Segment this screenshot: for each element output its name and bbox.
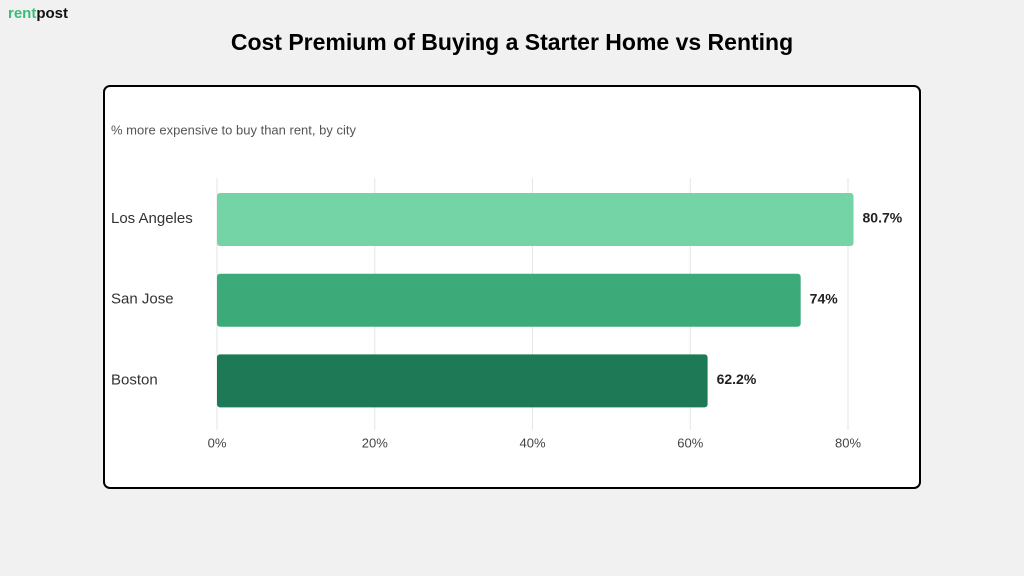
x-tick-label: 20% <box>362 435 388 450</box>
chart-subtitle: % more expensive to buy than rent, by ci… <box>111 122 356 137</box>
value-label: 62.2% <box>717 371 757 387</box>
x-tick-label: 40% <box>519 435 545 450</box>
bar <box>217 354 708 408</box>
y-tick-label: Los Angeles <box>111 210 193 227</box>
logo-second: post <box>36 5 68 22</box>
bar <box>217 273 801 327</box>
bar <box>217 193 854 246</box>
y-tick-label: Boston <box>111 371 158 388</box>
logo-first: rent <box>8 5 36 22</box>
chart-title: Cost Premium of Buying a Starter Home vs… <box>231 29 793 55</box>
logo: rentpost <box>8 5 68 22</box>
value-label: 80.7% <box>863 210 903 226</box>
y-tick-label: San Jose <box>111 291 174 308</box>
value-label: 74% <box>810 290 839 306</box>
x-tick-label: 60% <box>677 435 703 450</box>
x-tick-label: 0% <box>208 435 227 450</box>
x-tick-label: 80% <box>835 435 861 450</box>
